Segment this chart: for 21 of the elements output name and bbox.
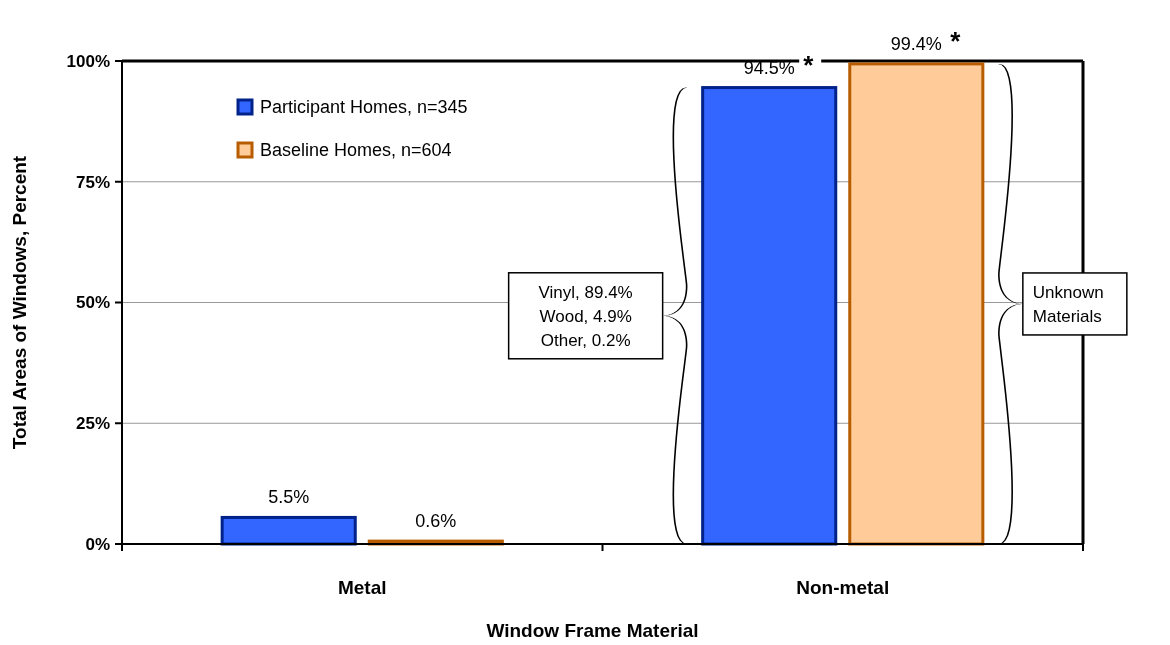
y-tick-label: 25% [75,414,110,434]
bar [701,86,838,546]
y-axis-title: Total Areas of Windows, Percent [9,155,30,450]
annotation: Unknown Materials [1032,282,1104,326]
x-tick-label: Non-metal [796,577,890,598]
data-label: 5.5% [268,487,310,508]
y-tick-label: 75% [75,172,110,192]
y-tick-label: 0% [85,534,110,554]
annotation: * [803,49,815,80]
bar [220,515,357,546]
y-tick-label: 100% [66,51,110,71]
annotation: Vinyl, 89.4% Wood, 4.9% Other, 0.2% [538,282,633,350]
x-axis-title: Window Frame Material [486,620,699,641]
legend-label: Baseline Homes, n=604 [260,140,452,161]
y-tick-label: 50% [75,293,110,313]
text: * [950,25,962,56]
legend-label: Participant Homes, n=345 [260,97,468,118]
x-tick-label: Metal [337,577,387,598]
data-label: 0.6% [415,511,457,532]
data-label: 99.4% [890,33,942,54]
bar [848,62,985,546]
